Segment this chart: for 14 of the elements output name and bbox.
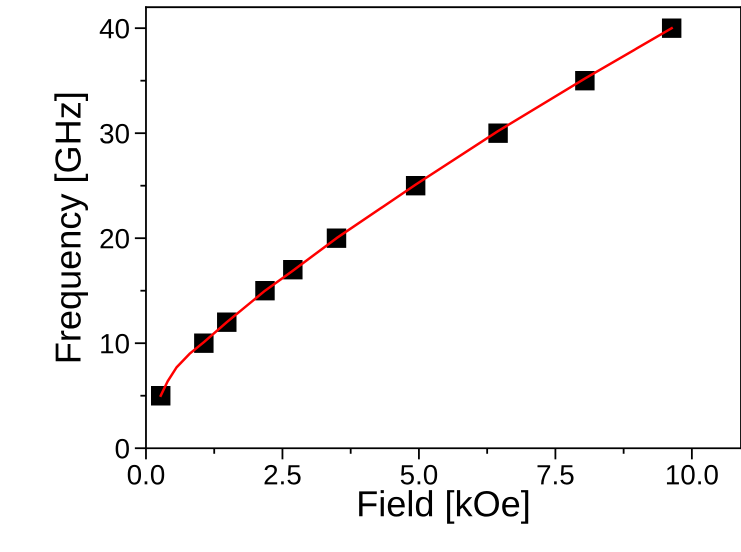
x-tick-label: 7.5 <box>538 465 574 485</box>
point <box>150 386 170 406</box>
x-tick-label: 5.0 <box>400 464 438 485</box>
y-tick-label: 0 <box>116 438 129 459</box>
y-tick-label: 10 <box>101 334 129 354</box>
point <box>662 18 682 38</box>
y-axis-title: Frequency [GHz] <box>54 94 88 362</box>
x-tick-label: 0.0 <box>128 464 164 485</box>
y-tick-label: 20 <box>100 228 129 249</box>
x-tick-label: 2.5 <box>264 464 301 485</box>
y-tick-label: 30 <box>100 124 129 144</box>
x-axis-title: Field [kOe] <box>359 490 528 524</box>
y-tick-label: 40 <box>100 18 129 39</box>
x-tick-label: 10.0 <box>666 464 718 485</box>
